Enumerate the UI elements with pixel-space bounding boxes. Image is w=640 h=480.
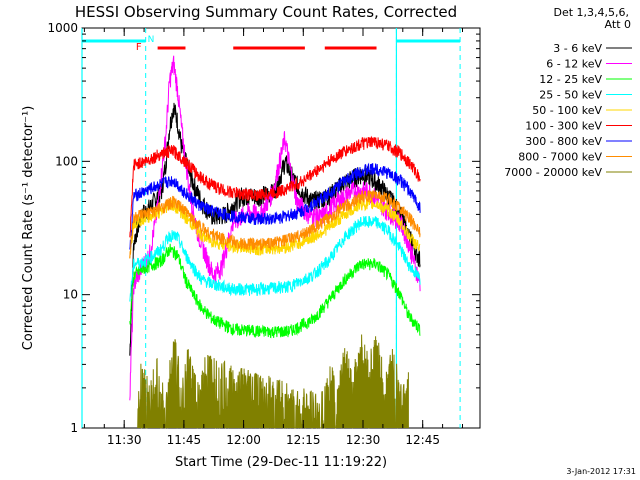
legend-entry-label: 100 - 300 keV bbox=[525, 120, 602, 133]
x-tick-label: 11:45 bbox=[167, 433, 202, 447]
x-tick-label: 12:45 bbox=[405, 433, 440, 447]
legend-entry-label: 7000 - 20000 keV bbox=[504, 166, 602, 179]
generated-date: 3-Jan-2012 17:31 bbox=[566, 467, 636, 476]
plot-frame bbox=[81, 27, 481, 429]
legend: Det 1,3,4,5,6,Att 03 - 6 keV 6 - 12 keV 12… bbox=[504, 6, 632, 179]
x-tick-label: 12:00 bbox=[226, 433, 261, 447]
legend-entry-label: 800 - 7000 keV bbox=[518, 151, 602, 164]
y-tick-label: 10 bbox=[63, 288, 78, 302]
legend-entry-label: 50 - 100 keV bbox=[532, 104, 602, 117]
legend-entry-label: 6 - 12 keV bbox=[546, 58, 602, 71]
series-line-6 bbox=[129, 135, 421, 238]
plot-marks: FN bbox=[81, 28, 461, 429]
series-line-9 bbox=[137, 334, 409, 429]
chart-title: HESSI Observing Summary Count Rates, Cor… bbox=[75, 3, 457, 21]
series-line-3 bbox=[129, 243, 421, 339]
y-tick-label: 100 bbox=[55, 154, 78, 168]
axes: 11:30 11:45 12:00 12:15 12:30 12:45 1 10 100 1000 bbox=[47, 21, 480, 447]
legend-entry-label: 300 - 800 keV bbox=[525, 135, 602, 148]
x-tick-label: 12:30 bbox=[346, 433, 381, 447]
legend-entry-label: 12 - 25 keV bbox=[539, 73, 602, 86]
legend-header: Att 0 bbox=[605, 18, 631, 31]
series-line-4 bbox=[129, 216, 421, 302]
night-flag-label: N bbox=[148, 35, 155, 45]
legend-entry-label: 3 - 6 keV bbox=[553, 42, 602, 55]
series-line-8 bbox=[129, 189, 421, 259]
legend-header: Det 1,3,4,5,6, bbox=[553, 6, 629, 19]
x-axis-label: Start Time (29-Dec-11 11:19:22) bbox=[175, 455, 387, 470]
legend-entry-label: 25 - 50 keV bbox=[539, 89, 602, 102]
y-tick-label: 1000 bbox=[47, 21, 78, 35]
x-tick-label: 11:30 bbox=[107, 433, 142, 447]
y-tick-label: 1 bbox=[70, 421, 78, 435]
series-line-7 bbox=[129, 162, 421, 250]
flare-flag-label: F bbox=[136, 42, 142, 53]
y-axis-label: Corrected Count Rate (s⁻¹ detector⁻¹) bbox=[21, 106, 36, 351]
x-tick-label: 12:15 bbox=[286, 433, 321, 447]
